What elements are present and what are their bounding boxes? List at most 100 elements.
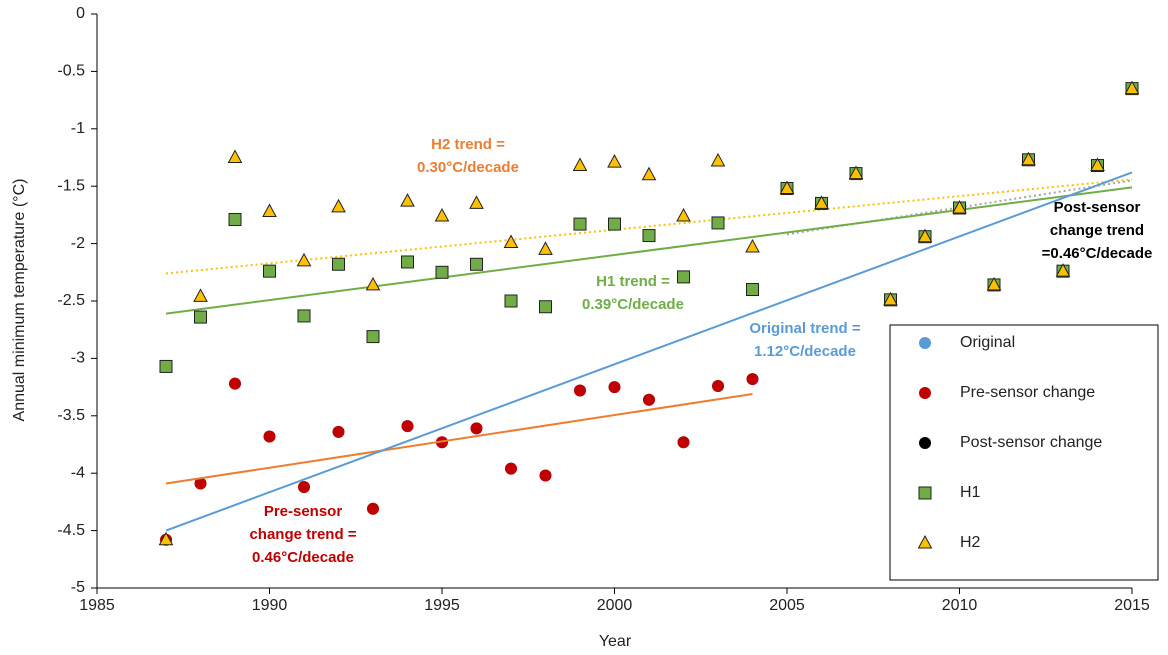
annotation: 1.12°C/decade <box>754 343 856 360</box>
annotation: H1 trend = <box>596 273 670 290</box>
point <box>505 462 517 475</box>
point <box>297 309 311 323</box>
point <box>298 480 310 493</box>
point <box>1090 157 1105 172</box>
point <box>469 195 484 209</box>
y-tick-label: -2.5 <box>57 292 85 309</box>
point <box>677 436 690 449</box>
point <box>503 234 519 248</box>
legend-label: Pre-sensor change <box>960 384 1095 401</box>
y-tick-label: -2 <box>71 235 85 252</box>
y-tick-label: 0 <box>76 5 85 22</box>
trend-line <box>165 186 1133 315</box>
point <box>1055 263 1071 277</box>
point <box>194 477 207 490</box>
annotation: Post-sensor <box>1054 199 1141 216</box>
point <box>365 276 381 291</box>
point <box>229 377 241 390</box>
x-tick-label: 2000 <box>597 597 633 614</box>
point <box>296 252 312 267</box>
legend-marker <box>919 437 931 449</box>
point <box>642 229 656 243</box>
point <box>470 257 483 271</box>
point <box>470 422 483 435</box>
x-tick-label: 1985 <box>79 597 115 614</box>
x-tick-label: 1995 <box>424 597 460 614</box>
point <box>572 157 588 172</box>
point <box>434 207 450 222</box>
annotation: change trend <box>1050 222 1144 239</box>
x-tick-label: 2010 <box>942 597 978 614</box>
trend-line <box>165 178 1133 275</box>
trend-line <box>786 179 1133 236</box>
point <box>539 469 552 482</box>
point <box>574 384 586 397</box>
point <box>641 166 657 181</box>
point <box>711 216 725 230</box>
y-tick-label: -0.5 <box>57 63 85 80</box>
point <box>435 265 449 279</box>
point <box>1021 151 1036 166</box>
point <box>745 238 760 253</box>
trend-line <box>165 171 1133 532</box>
point <box>331 198 346 213</box>
legend-label: H2 <box>960 534 981 551</box>
x-tick-label: 2015 <box>1114 597 1150 614</box>
point <box>952 199 967 214</box>
point <box>746 283 759 297</box>
annotation: H2 trend = <box>431 136 505 153</box>
annotation: change trend = <box>249 526 356 543</box>
legend-label: H1 <box>960 484 981 501</box>
point <box>814 195 829 209</box>
point <box>710 152 726 167</box>
point <box>228 212 242 226</box>
point <box>779 180 795 194</box>
point <box>263 264 276 278</box>
point <box>400 193 415 207</box>
point <box>539 300 552 314</box>
annotation: Pre-sensor <box>264 503 343 520</box>
point <box>366 330 380 344</box>
x-tick-label: 2005 <box>769 597 805 614</box>
x-tick-label: 1990 <box>252 597 288 614</box>
y-tick-label: -3 <box>71 350 85 367</box>
legend-marker <box>917 534 933 549</box>
y-axis-label: Annual minimum temperature (°C) <box>11 179 28 422</box>
point <box>986 276 1002 291</box>
point <box>367 502 379 515</box>
point <box>676 207 691 222</box>
point <box>401 255 414 269</box>
legend-label: Post-sensor change <box>960 434 1102 451</box>
point <box>917 228 933 243</box>
y-tick-label: -5 <box>71 579 85 596</box>
point <box>194 310 207 324</box>
point <box>608 381 621 394</box>
point <box>193 288 208 302</box>
trend-line <box>165 392 753 485</box>
point <box>883 291 898 306</box>
point <box>227 149 243 163</box>
point <box>848 165 864 180</box>
point <box>158 531 174 546</box>
point <box>401 420 414 433</box>
annotation: Original trend = <box>749 320 861 337</box>
legend-marker <box>919 387 931 399</box>
point <box>573 217 587 231</box>
point <box>504 294 518 308</box>
point <box>607 154 622 168</box>
point <box>263 430 276 443</box>
legend-label: Original <box>960 334 1015 351</box>
y-tick-label: -1.5 <box>57 177 85 194</box>
legend-marker <box>919 337 931 349</box>
annotation: 0.30°C/decade <box>417 159 519 176</box>
point <box>608 217 621 231</box>
legend-marker <box>918 486 932 500</box>
point <box>712 379 724 392</box>
point <box>538 241 553 255</box>
y-tick-label: -4.5 <box>57 522 85 539</box>
x-axis-label: Year <box>599 633 632 650</box>
point <box>159 359 173 373</box>
y-tick-label: -4 <box>71 464 85 481</box>
point <box>677 270 690 284</box>
annotation: 0.39°C/decade <box>582 296 684 313</box>
